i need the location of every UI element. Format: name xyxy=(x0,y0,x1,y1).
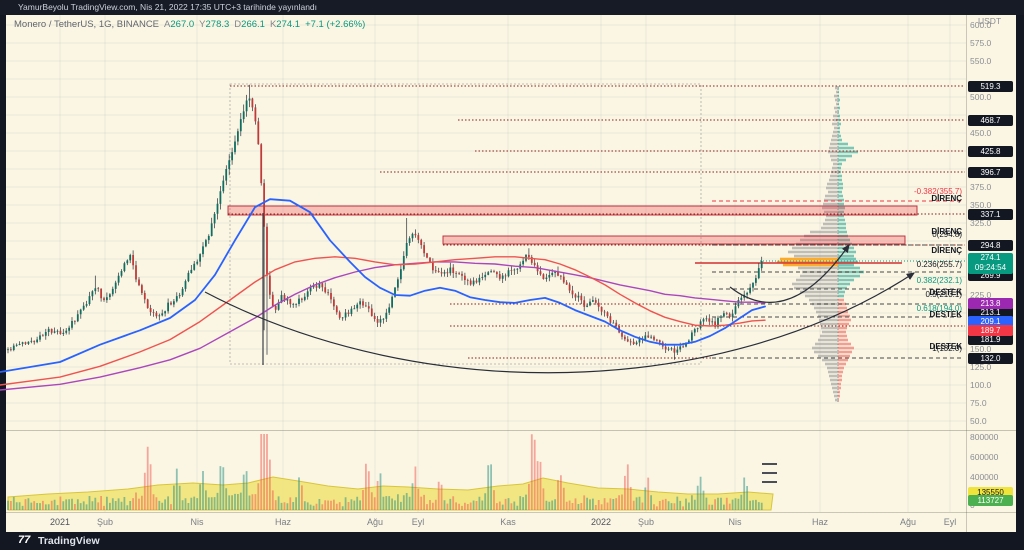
symbol-legend[interactable]: Monero / TetherUS, 1G, BINANCE A267.0 Y278… xyxy=(14,19,365,30)
time-axis-tick: Haz xyxy=(811,517,829,527)
fib-level-label: 0.382(232.1) xyxy=(916,276,962,285)
ma-value-label: 189.7 xyxy=(968,324,1013,336)
time-axis-tick: Şub xyxy=(96,517,114,527)
price-scale-label: 125.0 xyxy=(970,362,992,372)
publish-text: YamurBeyolu TradingView.com, Nis 21, 202… xyxy=(18,2,318,12)
support-resistance-label: DESTEK xyxy=(929,310,962,319)
ma-value-label: 213.8 xyxy=(968,297,1013,309)
price-scale-label: 150.0 xyxy=(970,344,992,354)
price-scale-label: 550.0 xyxy=(970,56,992,66)
price-scale-label: 50.0 xyxy=(970,416,987,426)
publish-bar: YamurBeyolu TradingView.com, Nis 21, 202… xyxy=(0,0,1024,15)
symbol-title[interactable]: Monero / TetherUS, 1G, BINANCE xyxy=(14,19,160,30)
price-line-label: 425.8 xyxy=(968,145,1013,157)
ohlc-key: Y xyxy=(199,19,206,30)
price-line-label: 337.1 xyxy=(968,208,1013,220)
bar-countdown: 09:24:54 xyxy=(974,263,1007,272)
price-scale-label: 75.0 xyxy=(970,398,987,408)
ohlc-value: 278.3 xyxy=(205,19,230,30)
fib-level-label: -0.382(355.7) xyxy=(913,187,962,196)
ohlc-value: 267.0 xyxy=(170,19,195,30)
price-line-label: 269.9 xyxy=(968,269,1013,281)
ohlc-key: A xyxy=(164,19,171,30)
price-scale-label: 325.0 xyxy=(970,218,992,228)
price-scale-label: 375.0 xyxy=(970,182,992,192)
change-value: +7.1 (+2.66%) xyxy=(305,19,366,30)
ohlc-key: D xyxy=(234,19,242,30)
time-axis-tick: Kas xyxy=(500,517,516,527)
price-line-label: 468.7 xyxy=(968,114,1013,126)
time-axis-tick: Şub xyxy=(637,517,655,527)
price-line-label: 132.0 xyxy=(968,352,1013,364)
time-axis-tick: Nis xyxy=(728,517,742,527)
price-scale-label: 600.0 xyxy=(970,20,992,30)
support-resistance-label: DİRENÇ xyxy=(931,194,962,203)
price-scale-label: 225.0 xyxy=(970,290,992,300)
support-resistance-label: DİRENÇ xyxy=(931,227,962,236)
time-axis-border xyxy=(6,512,1016,533)
time-axis-tick: Nis xyxy=(190,517,204,527)
fib-level-label: 0.5(213.1) xyxy=(925,290,962,299)
fib-level-label: 0.236(255.7) xyxy=(916,260,962,269)
footer-bar: 77 TradingView xyxy=(0,532,1024,550)
ma-value-label: 209.1 xyxy=(968,315,1013,327)
volume-ma-label: 135550 xyxy=(968,486,1013,498)
tradingview-logo-icon[interactable]: 77 xyxy=(18,534,31,546)
ohlc-value: 274.1 xyxy=(276,19,301,30)
price-axis-unit: USDT xyxy=(978,16,1002,26)
price-scale-label: 100.0 xyxy=(970,380,992,390)
fib-level-label: 1(132.0) xyxy=(932,344,962,353)
support-resistance-label: DESTEK xyxy=(929,342,962,351)
tradingview-brand[interactable]: TradingView xyxy=(38,535,100,547)
fib-level-label: 0.618(194.0) xyxy=(916,304,962,313)
ohlc-key: K xyxy=(269,19,277,30)
time-axis-tick: Ağu xyxy=(366,517,384,527)
price-scale-label: 575.0 xyxy=(970,38,992,48)
time-axis-tick: 2022 xyxy=(590,517,612,527)
pane-divider[interactable] xyxy=(6,430,1016,431)
price-line-label: 213.1 xyxy=(968,306,1013,318)
volume-scale-label: 800000 xyxy=(970,432,999,442)
time-axis-tick: Eyl xyxy=(943,517,957,527)
price-scale-label: 450.0 xyxy=(970,128,992,138)
price-line-label: 519.3 xyxy=(968,80,1013,92)
price-line-label: 396.7 xyxy=(968,166,1013,178)
ohlc-values: A267.0 Y278.3 D266.1 K274.1 xyxy=(159,19,300,30)
time-axis-tick: Haz xyxy=(274,517,292,527)
support-resistance-label: DESTEK xyxy=(929,288,962,297)
price-line-label: 181.9 xyxy=(968,333,1013,345)
price-axis-border xyxy=(966,15,967,532)
price-scale-label: 500.0 xyxy=(970,92,992,102)
chart-background[interactable] xyxy=(6,15,1016,532)
time-axis-tick: Eyl xyxy=(411,517,425,527)
volume-scale-label: 400000 xyxy=(970,472,999,482)
current-price-label: 274.1 09:24:54 xyxy=(968,253,1013,274)
volume-scale-label: 600000 xyxy=(970,452,999,462)
current-price-value: 274.1 xyxy=(980,253,1001,262)
support-resistance-label: DİRENÇ xyxy=(931,246,962,255)
time-axis-tick: Ağu xyxy=(899,517,917,527)
volume-value-label: 113727 xyxy=(968,494,1013,506)
time-axis-tick: 2021 xyxy=(49,517,71,527)
price-scale-label: 350.0 xyxy=(970,200,992,210)
ohlc-value: 266.1 xyxy=(241,19,265,30)
fib-level-label: 0(294.8) xyxy=(932,230,962,239)
price-line-label: 294.8 xyxy=(968,239,1013,251)
